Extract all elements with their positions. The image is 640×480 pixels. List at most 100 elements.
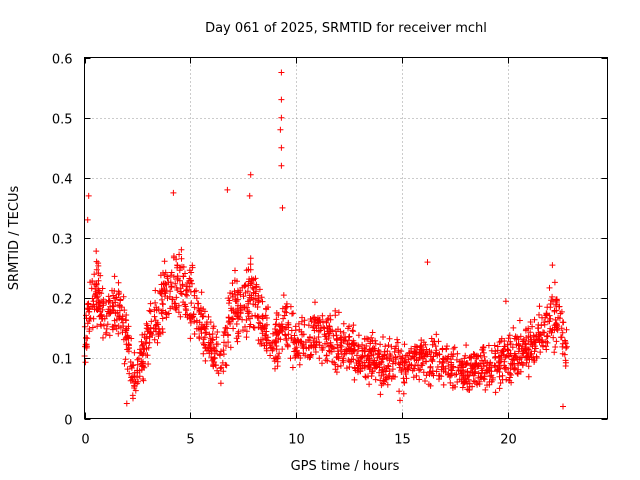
data-point: [285, 331, 292, 338]
data-point: [138, 338, 145, 345]
data-point: [378, 382, 385, 389]
data-point: [482, 386, 489, 393]
data-point: [478, 357, 485, 364]
data-point: [420, 339, 427, 346]
data-point: [543, 312, 550, 319]
data-point: [539, 337, 546, 343]
data-point: [503, 376, 510, 383]
data-point: [433, 331, 440, 338]
data-point: [448, 367, 455, 374]
data-point: [120, 293, 127, 300]
data-point: [196, 334, 203, 340]
data-point: [123, 312, 130, 318]
data-point: [355, 343, 362, 350]
data-point: [551, 349, 558, 356]
data-point: [373, 363, 380, 369]
data-point: [334, 335, 341, 342]
data-point: [485, 342, 492, 349]
data-point: [560, 319, 567, 326]
data-point: [459, 384, 466, 391]
data-point: [315, 322, 322, 329]
data-point: [259, 326, 266, 333]
data-point: [462, 352, 469, 359]
data-point: [237, 287, 244, 294]
data-point: [273, 321, 280, 328]
data-point: [307, 353, 314, 360]
data-point: [440, 381, 447, 388]
data-point: [173, 306, 179, 313]
data-point: [453, 371, 460, 378]
data-point: [511, 335, 518, 342]
data-point: [170, 253, 177, 260]
data-point: [449, 353, 456, 360]
data-point: [284, 321, 291, 328]
data-point: [201, 334, 208, 341]
data-point: [355, 348, 361, 355]
data-point: [101, 322, 107, 329]
data-point: [103, 329, 110, 336]
data-point: [522, 327, 529, 334]
data-point: [280, 315, 287, 322]
data-point: [122, 335, 129, 342]
data-point: [227, 344, 234, 351]
data-point: [213, 341, 220, 348]
data-point: [479, 367, 486, 374]
data-point: [353, 360, 360, 366]
data-point: [123, 400, 130, 407]
data-point: [377, 341, 384, 348]
data-point: [127, 377, 134, 384]
data-point: [282, 332, 289, 339]
data-point: [466, 372, 473, 379]
data-point: [388, 355, 395, 362]
data-point: [222, 324, 229, 331]
data-point: [117, 296, 124, 303]
data-point: [330, 332, 337, 339]
data-point: [117, 324, 124, 331]
data-point: [283, 335, 290, 342]
data-point: [288, 327, 295, 334]
data-point: [332, 312, 339, 319]
data-point: [187, 319, 194, 326]
data-point: [209, 331, 216, 337]
data-point: [345, 357, 352, 364]
data-point: [384, 374, 391, 381]
data-point: [188, 300, 195, 307]
data-point: [461, 355, 468, 362]
data-point: [476, 378, 483, 385]
data-point: [443, 358, 450, 365]
data-point: [182, 291, 189, 298]
data-point: [378, 359, 385, 366]
data-point: [538, 322, 545, 329]
data-point: [258, 294, 265, 301]
data-point: [198, 330, 205, 337]
data-point: [131, 385, 138, 391]
data-point: [491, 342, 498, 349]
data-point: [255, 292, 262, 299]
data-point: [340, 355, 347, 362]
data-point: [191, 331, 198, 337]
data-point: [247, 255, 254, 262]
data-point: [469, 363, 476, 370]
data-point: [85, 308, 92, 315]
data-point: [405, 366, 412, 373]
data-point: [182, 303, 189, 310]
data-point: [236, 314, 243, 321]
data-point: [377, 377, 384, 384]
data-point: [206, 342, 213, 349]
data-point: [148, 330, 154, 337]
data-point: [398, 348, 405, 355]
data-point: [546, 318, 553, 325]
data-point: [305, 322, 312, 329]
data-point: [255, 319, 262, 326]
data-point: [245, 266, 252, 273]
data-point: [372, 376, 379, 383]
data-point: [520, 347, 527, 354]
data-point: [262, 323, 269, 329]
data-point: [457, 367, 464, 374]
data-point: [382, 343, 389, 350]
data-point: [561, 337, 568, 344]
data-point: [96, 289, 103, 296]
data-point: [210, 323, 217, 330]
data-point: [300, 345, 307, 352]
data-point: [90, 315, 97, 322]
